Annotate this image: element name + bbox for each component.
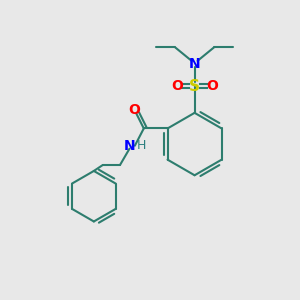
- Text: O: O: [206, 79, 218, 93]
- Text: O: O: [128, 103, 140, 117]
- Text: N: N: [124, 139, 135, 153]
- Text: N: N: [189, 57, 200, 71]
- Text: H: H: [137, 139, 146, 152]
- Text: S: S: [189, 79, 200, 94]
- Text: O: O: [171, 79, 183, 93]
